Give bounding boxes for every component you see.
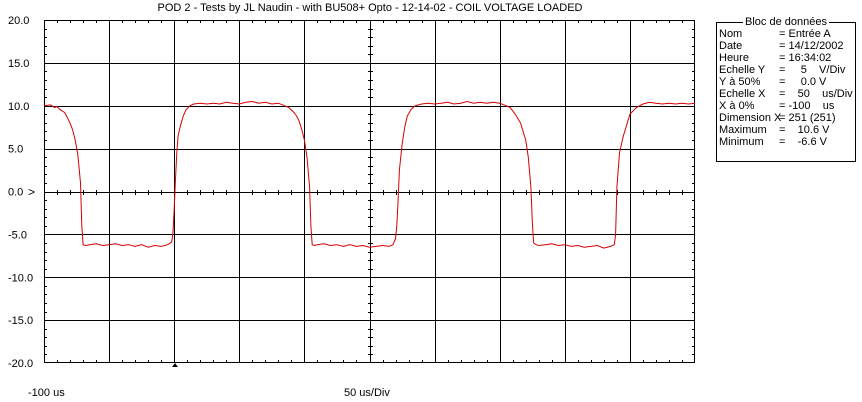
data-row-dimension: Dimension X = 251 (251) [719, 112, 855, 124]
data-row-label: Heure [719, 52, 749, 64]
y-tick-label: 20.0 [8, 15, 29, 27]
data-row-x-offset: X à 0% = -100 us [719, 100, 855, 112]
data-row-value: = 14/12/2002 [779, 40, 844, 52]
y-tick-label: -5.0 [8, 229, 27, 241]
data-row-label: Y à 50% [719, 76, 761, 88]
data-row-value: = 5 V/Div [779, 64, 846, 76]
y-axis-labels: 20.0 15.0 10.0 5.0 0.0 -5.0 -10.0 -15.0 -20.0 [8, 15, 33, 370]
data-row-label: Echelle Y [719, 64, 766, 76]
y-tick-label: 0.0 [8, 187, 23, 199]
data-row-label: Minimum [719, 136, 764, 148]
chart-title: POD 2 - Tests by JL Naudin - with BU508+… [157, 2, 583, 14]
trigger-marker [172, 363, 178, 367]
data-block-title: Bloc de données [743, 16, 829, 28]
data-row-y-scale: Echelle Y = 5 V/Div [719, 64, 855, 76]
data-row-value: = 16:34:02 [779, 52, 832, 64]
plot-grid [44, 20, 695, 363]
y-tick-label: -15.0 [8, 315, 33, 327]
x-scale-label: 50 us/Div [344, 387, 390, 399]
data-row-value: = 0.0 V [779, 76, 827, 88]
data-row-value: = -100 us [779, 100, 835, 112]
zero-level-marker: > [28, 185, 35, 199]
data-row-name: Nom = Entrée A [719, 28, 855, 40]
data-row-label: Maximum [719, 124, 767, 136]
data-row-label: Echelle X [719, 88, 766, 100]
data-row-value: = 251 (251) [779, 112, 836, 124]
data-block-panel: Bloc de données Nom = Entrée A Date = 14… [716, 16, 856, 162]
data-row-label: X à 0% [719, 100, 755, 112]
data-row-value: = Entrée A [779, 28, 831, 40]
data-row-label: Nom [719, 28, 743, 40]
y-tick-label: 10.0 [8, 101, 29, 113]
plot-frame [44, 20, 695, 363]
data-row-maximum: Maximum = 10.6 V [719, 124, 855, 136]
data-row-value: = -6.6 V [779, 136, 827, 148]
y-tick-label: 5.0 [8, 144, 23, 156]
y-tick-label: -20.0 [8, 358, 33, 370]
data-row-label: Dimension X [719, 112, 782, 124]
data-row-y-offset: Y à 50% = 0.0 V [719, 76, 855, 88]
data-row-time: Heure = 16:34:02 [719, 52, 855, 64]
data-row-x-scale: Echelle X = 50 us/Div [719, 88, 855, 100]
y-tick-label: -10.0 [8, 272, 33, 284]
data-row-minimum: Minimum = -6.6 V [719, 136, 855, 148]
data-row-label: Date [719, 40, 743, 52]
data-row-value: = 50 us/Div [779, 88, 853, 100]
x-start-label: -100 us [28, 387, 65, 399]
signal-trace [43, 100, 696, 249]
data-row-date: Date = 14/12/2002 [719, 40, 855, 52]
data-row-value: = 10.6 V [779, 124, 830, 136]
y-tick-label: 15.0 [8, 58, 29, 70]
